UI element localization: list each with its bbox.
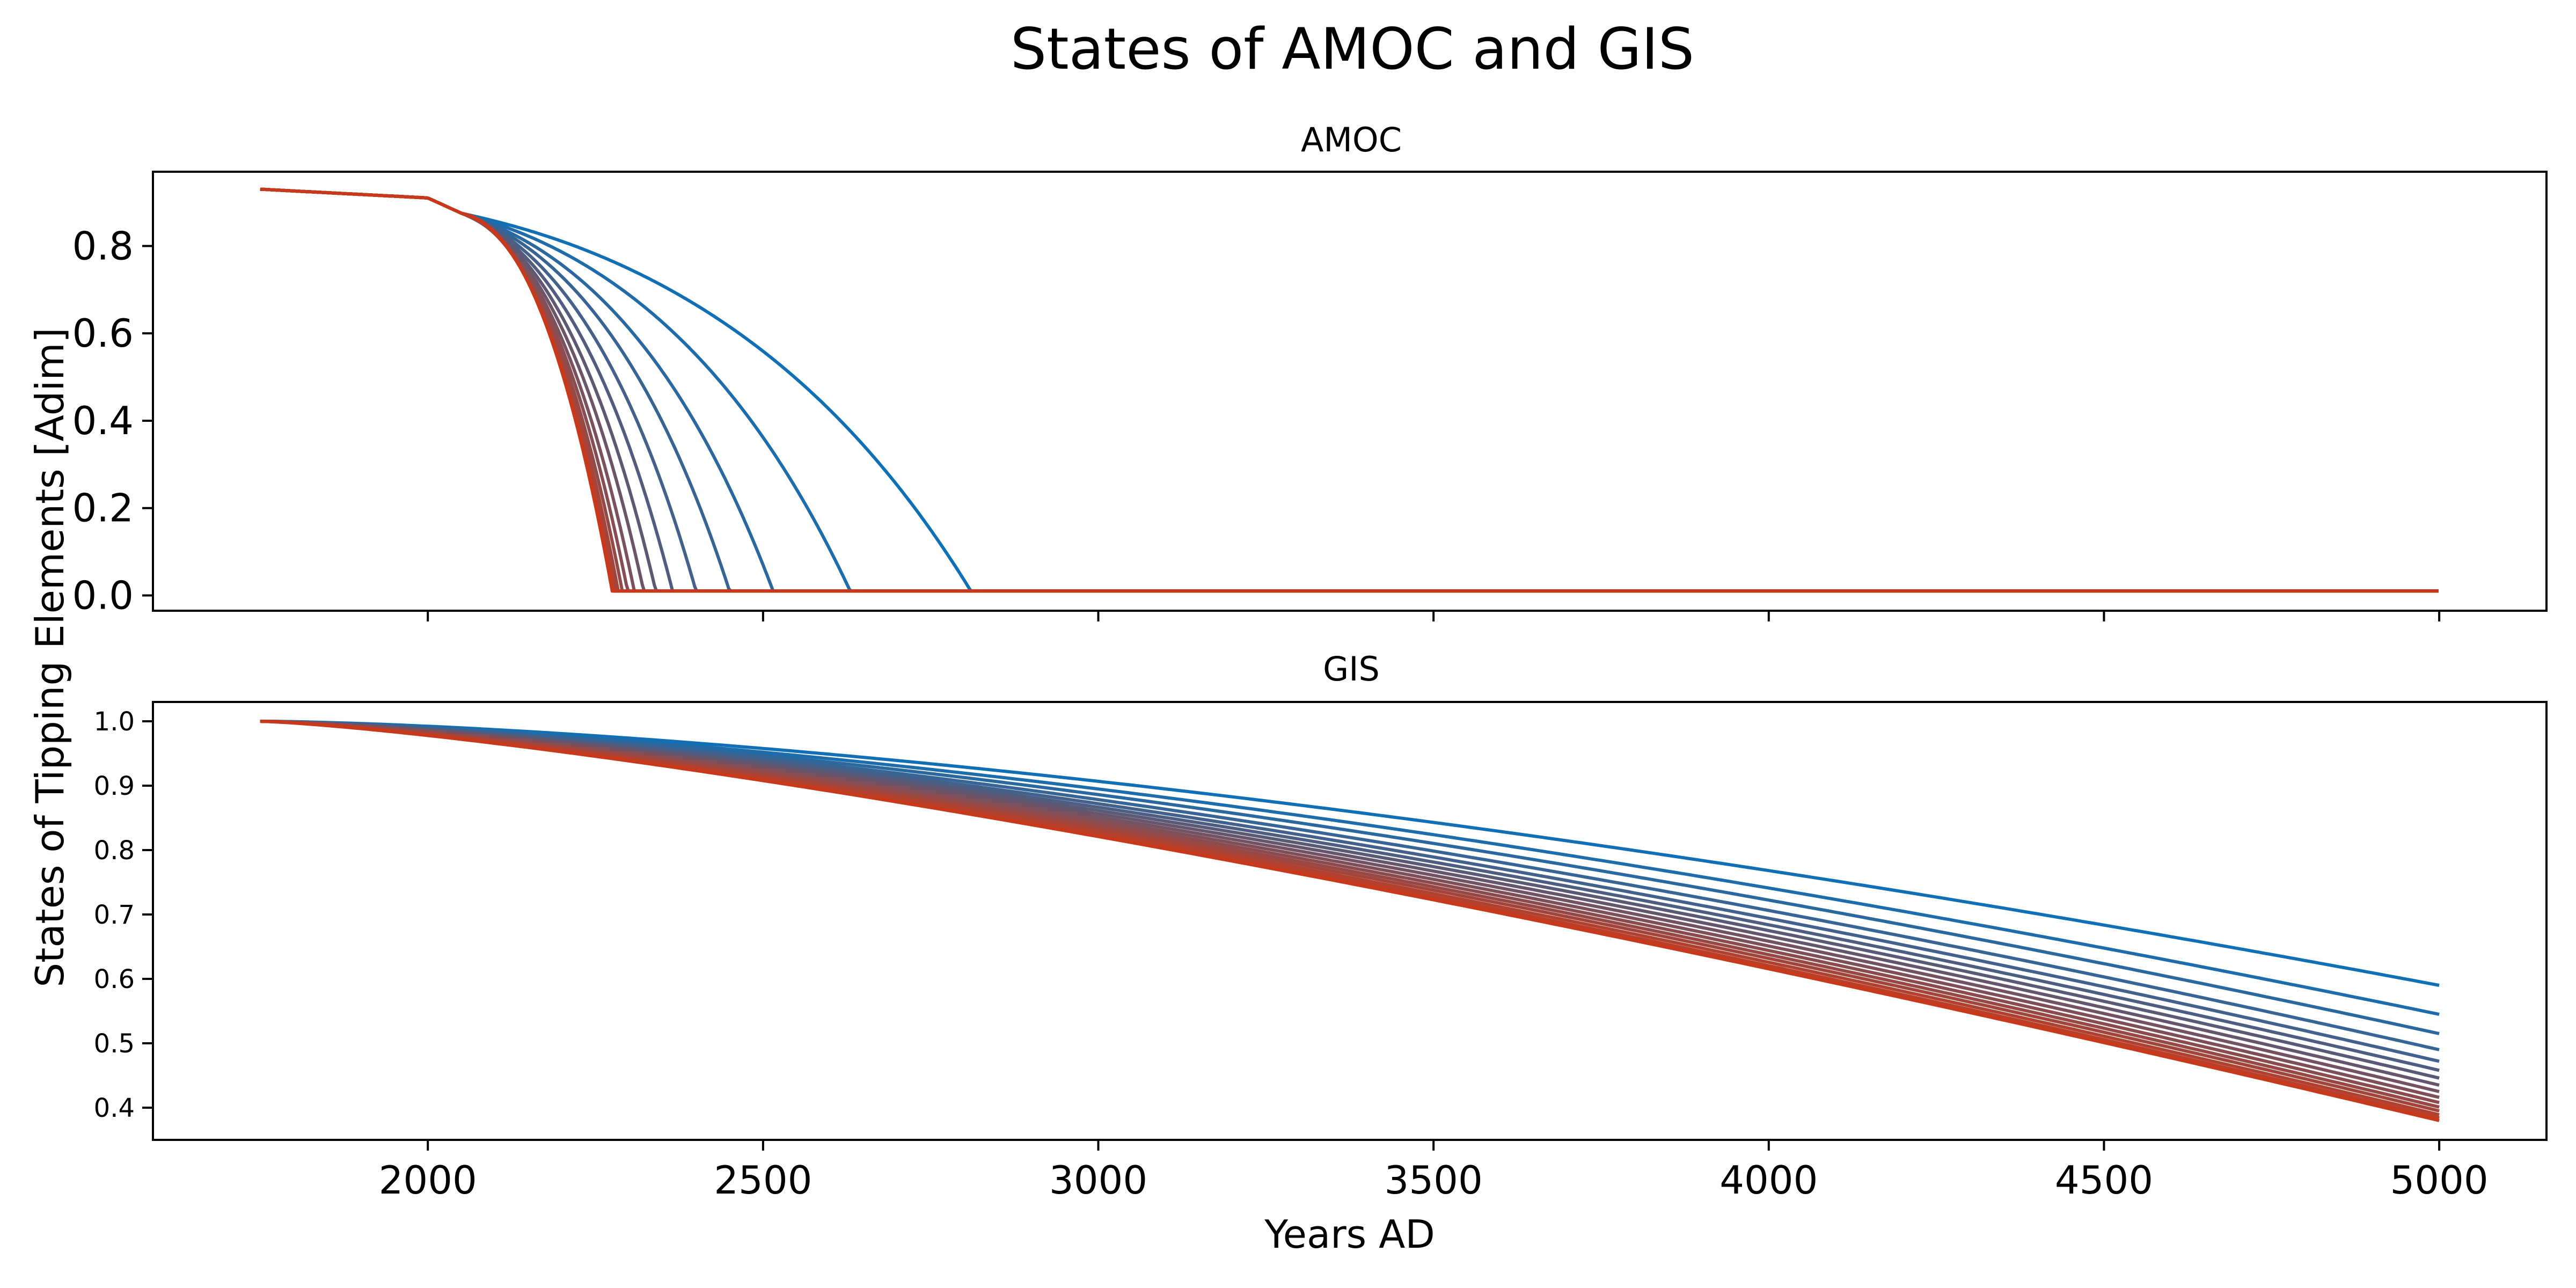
y-axis-label: States of Tipping Elements [Adim] (27, 327, 72, 987)
amoc-y-tick-label: 0.0 (72, 573, 134, 618)
x-tick-label: 2500 (714, 1158, 812, 1203)
x-tick-label: 4000 (1719, 1158, 1818, 1203)
gis-series-line (260, 720, 2440, 1113)
figure-title: States of AMOC and GIS (1011, 16, 1694, 82)
gis-series-group (260, 720, 2440, 1122)
gis-series-line (260, 720, 2440, 1117)
gis-x-axis: 2000 2500 3000 3500 4000 4500 5000 (379, 1140, 2489, 1203)
gis-y-tick-label: 0.8 (94, 836, 135, 866)
gis-series-line (260, 720, 2440, 1122)
gis-series-line (260, 720, 2440, 1016)
amoc-series-group (260, 187, 2439, 593)
amoc-y-tick-label: 0.2 (72, 486, 134, 531)
amoc-y-tick-label: 0.4 (72, 398, 134, 443)
gis-y-axis: 0.4 0.5 0.6 0.7 0.8 0.9 1.0 (94, 707, 153, 1123)
amoc-y-axis: 0.0 0.2 0.4 0.6 0.8 (72, 223, 153, 618)
amoc-plot-frame (152, 171, 2548, 612)
gis-plot-frame (152, 701, 2548, 1141)
gis-panel: GIS 0.4 0.5 0.6 0.7 0.8 0.9 1.0 2000 2500 3000 35… (94, 649, 2548, 1203)
x-tick-label: 2000 (379, 1158, 477, 1203)
gis-y-tick-label: 0.9 (94, 771, 135, 801)
amoc-panel-title: AMOC (1301, 120, 1402, 159)
gis-y-tick-label: 1.0 (94, 707, 135, 737)
gis-series-line (260, 720, 2440, 1120)
amoc-y-tick-label: 0.8 (72, 223, 134, 268)
x-tick-label: 5000 (2390, 1158, 2488, 1203)
gis-y-tick-label: 0.5 (94, 1029, 135, 1059)
gis-series-line (260, 720, 2440, 1072)
x-tick-label: 3000 (1049, 1158, 1147, 1203)
gis-series-line (260, 720, 2440, 1035)
gis-series-line (260, 720, 2440, 1051)
gis-y-tick-label: 0.6 (94, 964, 135, 994)
x-axis-label: Years AD (1264, 1212, 1435, 1257)
gis-panel-title: GIS (1323, 649, 1380, 689)
x-tick-label: 4500 (2055, 1158, 2153, 1203)
gis-y-tick-label: 0.4 (94, 1093, 135, 1123)
gis-y-tick-label: 0.7 (94, 900, 135, 930)
gis-series-line (260, 720, 2440, 1093)
amoc-y-tick-label: 0.6 (72, 311, 134, 356)
gis-series-line (260, 720, 2440, 987)
amoc-x-axis (427, 611, 2441, 621)
x-tick-label: 3500 (1385, 1158, 1483, 1203)
amoc-panel: AMOC 0.0 0.2 0.4 0.6 0.8 (72, 120, 2548, 621)
gis-series-line (260, 720, 2440, 1109)
amoc-series-line (260, 187, 2439, 593)
